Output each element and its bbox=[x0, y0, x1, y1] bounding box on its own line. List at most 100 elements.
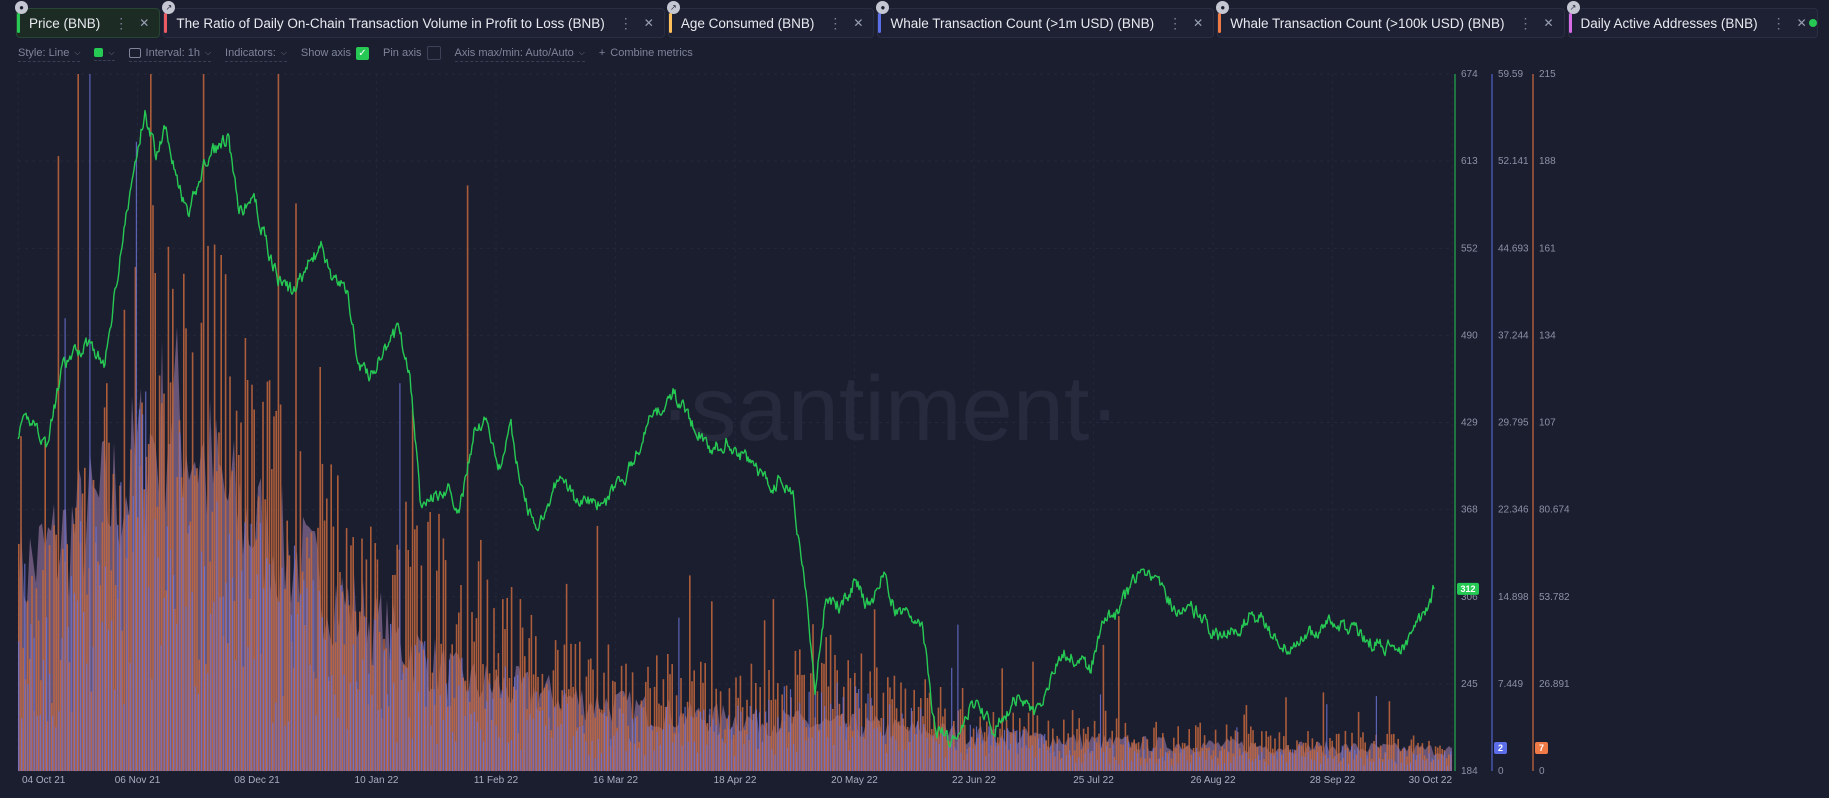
color-picker[interactable]: ⌵ bbox=[94, 47, 115, 61]
more-options-icon[interactable]: ⋮ bbox=[1168, 14, 1182, 31]
whale-100k-bar bbox=[1054, 756, 1056, 771]
whale-1m-bar bbox=[1289, 752, 1291, 771]
whale-100k-bar bbox=[106, 383, 108, 771]
whale-100k-bar bbox=[1228, 752, 1230, 771]
whale-1m-bar bbox=[833, 745, 835, 771]
combine-metrics-button[interactable]: + Combine metrics bbox=[599, 47, 693, 61]
whale-100k-bar bbox=[240, 422, 242, 771]
whale-1m-bar bbox=[1031, 745, 1033, 771]
pin-axis-toggle[interactable]: Pin axis bbox=[383, 46, 441, 62]
more-options-icon[interactable]: ⋮ bbox=[1518, 14, 1532, 31]
more-options-icon[interactable]: ⋮ bbox=[618, 14, 633, 31]
lock-icon[interactable]: ● bbox=[876, 1, 890, 14]
whale-100k-bar bbox=[152, 205, 154, 771]
whale-1m-bar bbox=[628, 738, 630, 771]
whale-1m-bar bbox=[631, 719, 633, 771]
indicators-dropdown[interactable]: Indicators: ⌵ bbox=[225, 47, 287, 62]
close-icon[interactable]: ✕ bbox=[853, 16, 864, 30]
whale-100k-bar bbox=[304, 625, 306, 771]
whale-1m-bar bbox=[876, 727, 878, 771]
whale-1m-bar bbox=[1397, 748, 1399, 771]
whale-100k-bar bbox=[1089, 752, 1091, 771]
interval-dropdown[interactable]: Interval: 1h ⌵ bbox=[128, 47, 212, 62]
whale-1m-bar bbox=[1301, 756, 1303, 771]
show-axis-toggle[interactable]: Show axis ✓ bbox=[301, 46, 369, 62]
checkbox-unchecked-icon[interactable] bbox=[426, 46, 441, 60]
whale-1m-bar bbox=[433, 689, 435, 771]
whale-100k-bar bbox=[926, 698, 929, 771]
more-options-icon[interactable]: ⋮ bbox=[114, 14, 128, 31]
whale-100k-bar bbox=[282, 696, 284, 771]
whale-1m-bar bbox=[334, 694, 336, 771]
metric-tab-whale-1m[interactable]: ● Whale Transaction Count (>1m USD) (BNB… bbox=[876, 1, 1215, 38]
whale-1m-bar bbox=[607, 716, 609, 771]
whale-100k-bar bbox=[1364, 742, 1366, 771]
metric-tab-age-consumed[interactable]: ↗ Age Consumed (BNB) ⋮ ✕ bbox=[666, 1, 875, 38]
lock-icon[interactable]: ● bbox=[15, 1, 28, 14]
whale-1m-bar bbox=[529, 714, 531, 771]
metric-tab-daily-active-addresses[interactable]: ↗ Daily Active Addresses (BNB) ⋮ ✕ bbox=[1566, 1, 1818, 38]
pin-icon[interactable]: ↗ bbox=[1566, 1, 1580, 14]
metric-tabs: ● Price (BNB) ⋮ ✕ ↗ The Ratio of Daily O… bbox=[15, 1, 1818, 40]
checkbox-checked-icon[interactable]: ✓ bbox=[356, 46, 369, 60]
whale-1m-bar bbox=[982, 740, 984, 771]
whale-1m-bar bbox=[727, 715, 730, 771]
whale-1m-bar bbox=[951, 667, 953, 771]
whale-1m-bar bbox=[944, 757, 947, 771]
whale-100k-bar bbox=[277, 74, 280, 771]
whale-100k-bar bbox=[1245, 705, 1248, 771]
whale-1m-bar bbox=[337, 717, 339, 771]
whale-1m-bar bbox=[284, 725, 286, 771]
whale-1m-bar bbox=[476, 721, 478, 771]
whale-1m-bar bbox=[972, 748, 974, 771]
more-options-icon[interactable]: ⋮ bbox=[828, 14, 842, 31]
whale-1m-bar bbox=[492, 698, 494, 771]
whale-100k-bar bbox=[510, 587, 513, 771]
whale-100k-bar bbox=[90, 691, 93, 771]
whale-1m-bar bbox=[975, 726, 978, 771]
close-icon[interactable]: ✕ bbox=[1543, 16, 1554, 30]
whale-100k-bar bbox=[1360, 737, 1362, 771]
whale-1m-bar bbox=[985, 755, 987, 771]
close-icon[interactable]: ✕ bbox=[139, 16, 150, 30]
whale-1m-bar bbox=[117, 524, 119, 771]
whale-1m-bar bbox=[1099, 694, 1102, 771]
whale-1m-bar bbox=[743, 744, 745, 771]
metric-tab-price[interactable]: ● Price (BNB) ⋮ ✕ bbox=[15, 1, 161, 38]
whale-100k-bar bbox=[1008, 749, 1010, 771]
whale-1m-bar bbox=[1081, 763, 1083, 771]
whale-1m-bar bbox=[61, 638, 63, 771]
pin-icon[interactable]: ↗ bbox=[162, 1, 176, 14]
whale-100k-bar bbox=[130, 449, 132, 771]
lock-icon[interactable]: ● bbox=[1216, 1, 1230, 14]
whale-1m-bar bbox=[495, 725, 497, 771]
whale-100k-bar bbox=[1014, 731, 1017, 771]
whale-1m-bar bbox=[396, 742, 398, 771]
whale-100k-bar bbox=[893, 675, 896, 771]
pin-icon[interactable]: ↗ bbox=[666, 1, 680, 14]
whale-100k-bar bbox=[266, 381, 269, 771]
whale-1m-bar bbox=[467, 690, 469, 771]
whale-100k-bar bbox=[733, 734, 735, 771]
whale-1m-bar bbox=[185, 606, 187, 771]
date-tick-label: 10 Jan 22 bbox=[355, 775, 399, 786]
whale-100k-bar bbox=[647, 666, 649, 771]
chevron-down-icon: ⌵ bbox=[108, 47, 115, 57]
whale-1m-bar bbox=[452, 732, 454, 771]
more-options-icon[interactable]: ⋮ bbox=[1771, 14, 1786, 31]
whale-100k-bar bbox=[444, 560, 447, 771]
close-icon[interactable]: ✕ bbox=[1193, 16, 1204, 30]
whale-1m-bar bbox=[820, 692, 823, 771]
whale-100k-bar bbox=[592, 669, 594, 771]
style-dropdown[interactable]: Style: Line ⌵ bbox=[18, 47, 81, 62]
axis-minmax-dropdown[interactable]: Axis max/min: Auto/Auto ⌵ bbox=[454, 47, 585, 62]
whale-1m-bar bbox=[1258, 755, 1260, 771]
metric-tab-whale-100k[interactable]: ● Whale Transaction Count (>100k USD) (B… bbox=[1216, 1, 1565, 38]
close-icon[interactable]: ✕ bbox=[1796, 16, 1807, 30]
metric-tab-profit-loss-ratio[interactable]: ↗ The Ratio of Daily On-Chain Transactio… bbox=[162, 1, 665, 38]
whale-1m-bar bbox=[188, 525, 190, 771]
close-icon[interactable]: ✕ bbox=[643, 16, 654, 30]
whale-1m-bar bbox=[76, 600, 79, 771]
metric-tab-label: Price (BNB) bbox=[29, 15, 101, 31]
